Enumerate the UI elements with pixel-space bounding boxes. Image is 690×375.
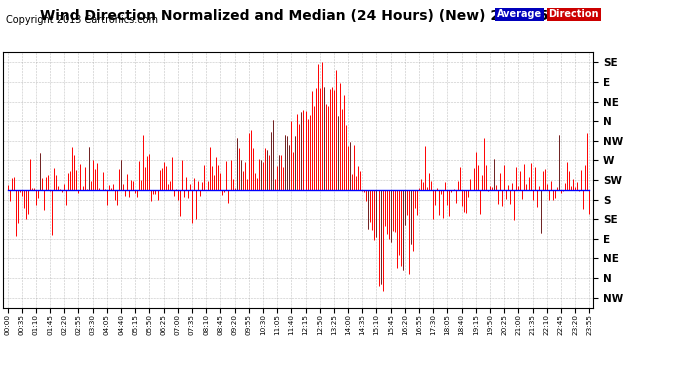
Text: Direction: Direction (549, 9, 599, 20)
Text: Average: Average (497, 9, 542, 20)
Text: Copyright 2013 Cartronics.com: Copyright 2013 Cartronics.com (6, 15, 157, 25)
Text: Wind Direction Normalized and Median (24 Hours) (New) 20130514: Wind Direction Normalized and Median (24… (39, 9, 568, 23)
